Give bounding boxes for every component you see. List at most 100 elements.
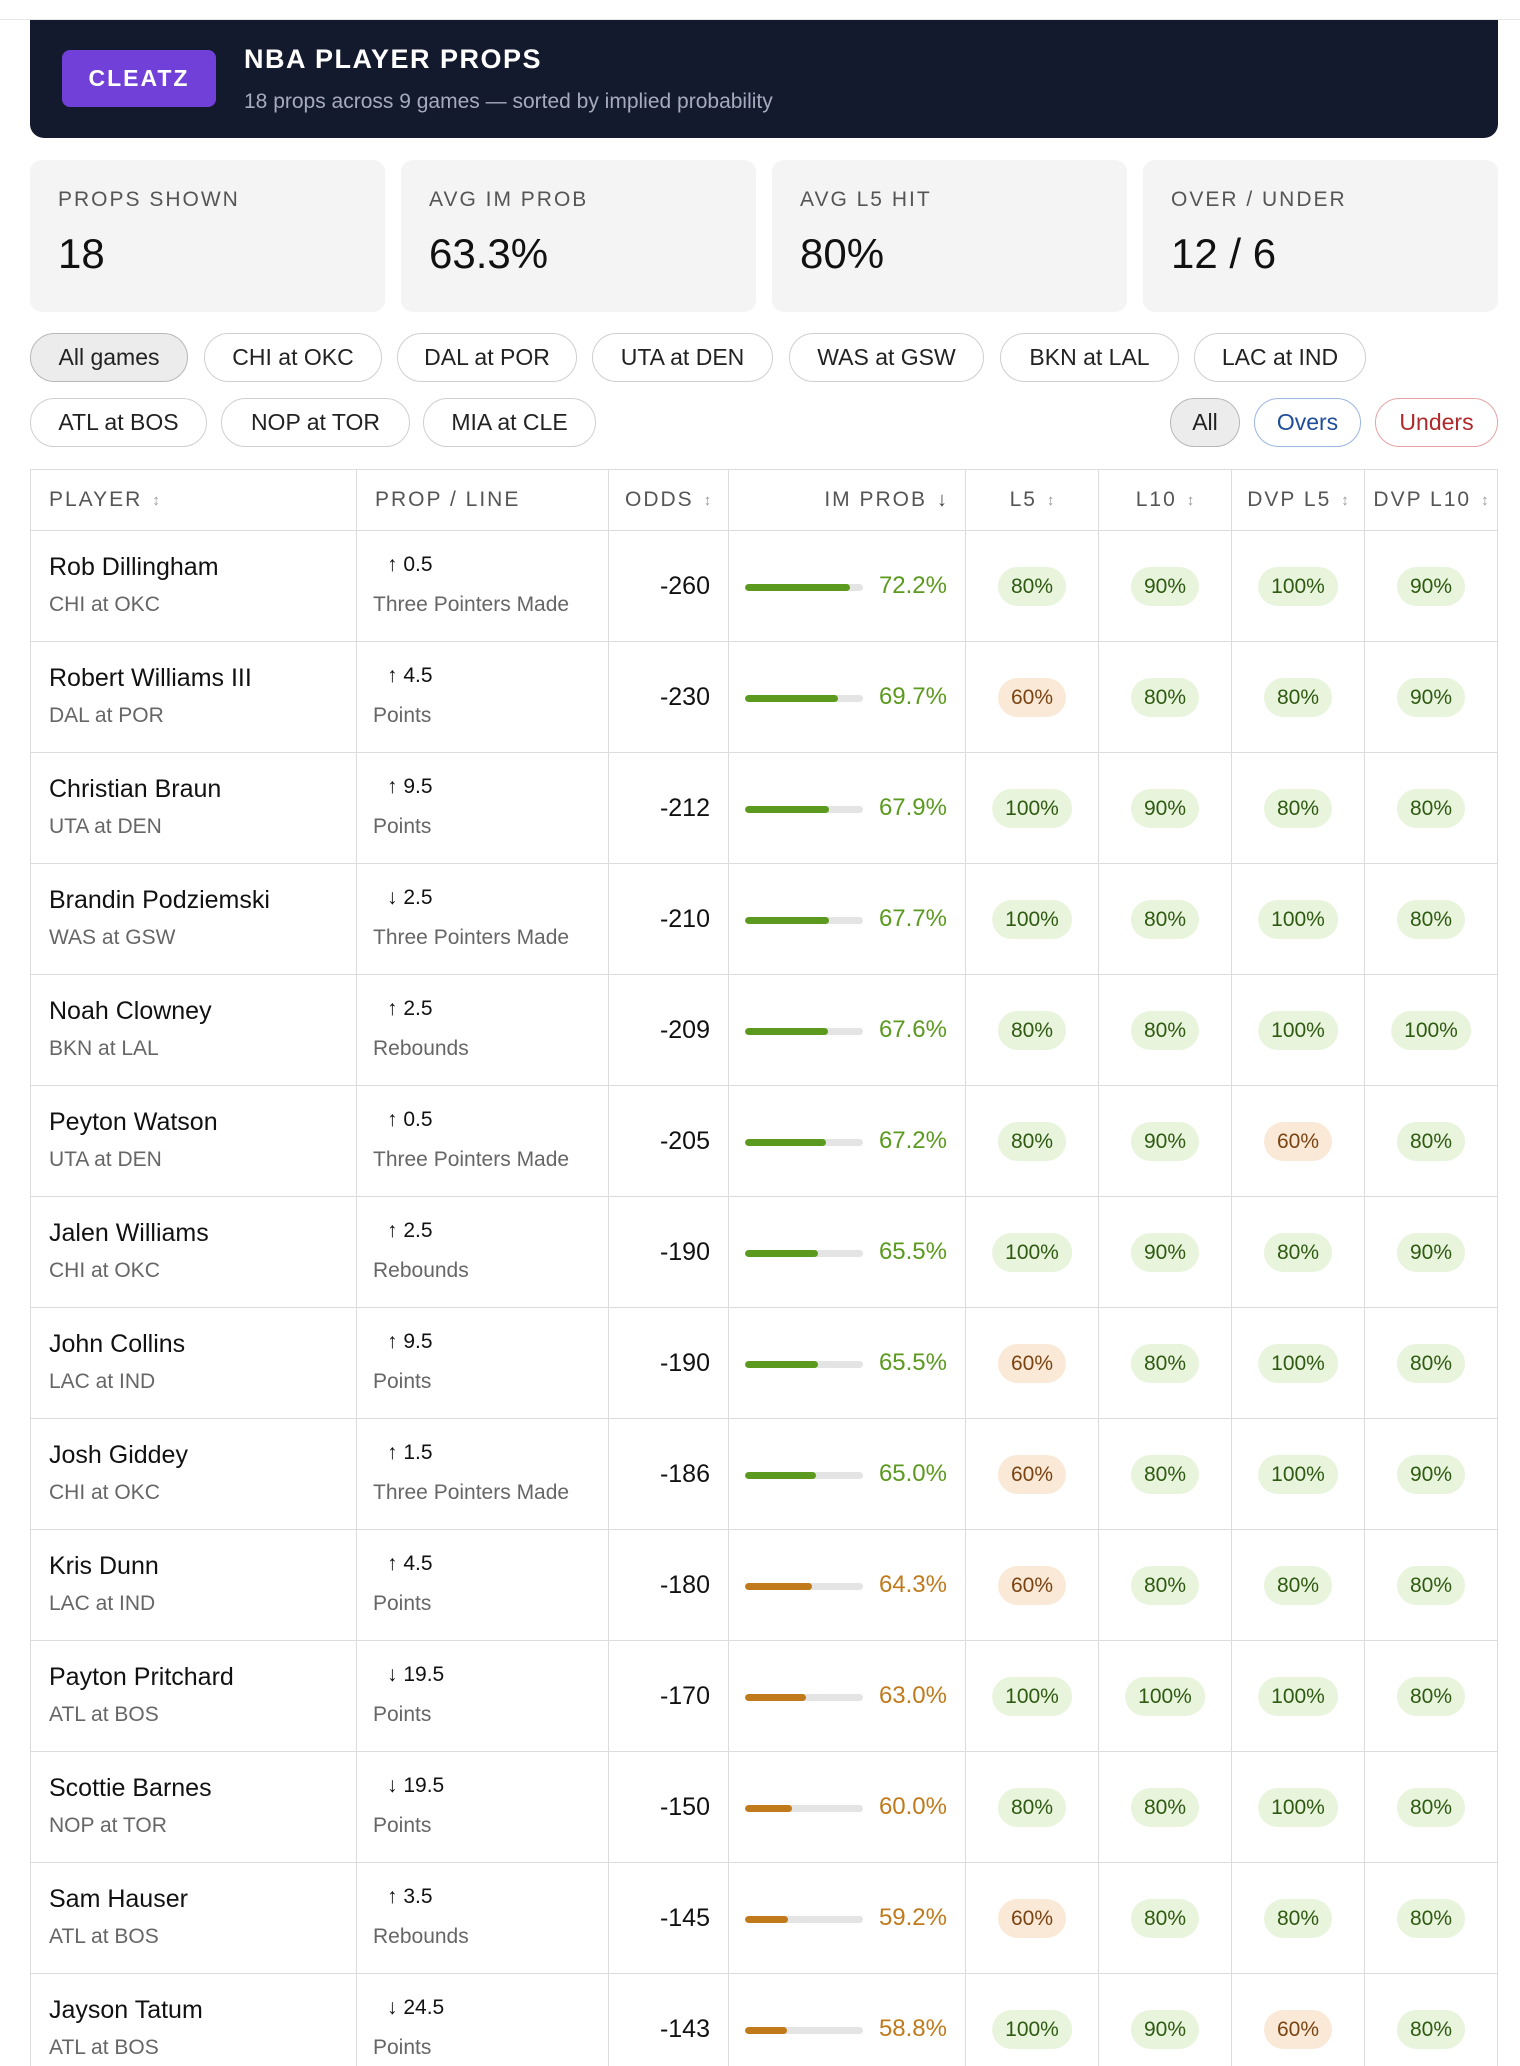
dvp5-badge: 100%	[1258, 1677, 1338, 1716]
im-prob-cell: 69.7%	[728, 642, 965, 752]
prop-cell: ↑ 0.5 Three Pointers Made	[356, 531, 608, 641]
probability-text: 67.7%	[878, 905, 947, 932]
odds-value: -150	[659, 1792, 710, 1821]
filter-mia-cle[interactable]: MIA at CLE	[423, 398, 596, 447]
table-row[interactable]: Jalen Williams CHI at OKC ↑ 2.5 Rebounds -19…	[30, 1197, 1498, 1308]
arrow-up-icon: ↑	[387, 1441, 398, 1464]
table-row[interactable]: Noah Clowney BKN at LAL ↑ 2.5 Rebounds -209 6…	[30, 975, 1498, 1086]
odds-cell: -205	[608, 1086, 728, 1196]
l5-badge: 60%	[997, 1566, 1067, 1605]
odds-value: -170	[659, 1681, 710, 1710]
prop-cell: ↓ 19.5 Points	[356, 1641, 608, 1751]
table-row[interactable]: Kris Dunn LAC at IND ↑ 4.5 Points -180 64.3% 6…	[30, 1530, 1498, 1641]
table-row[interactable]: Jayson Tatum ATL at BOS ↓ 24.5 Points -143 58…	[30, 1974, 1498, 2066]
table-row[interactable]: Robert Williams III DAL at POR ↑ 4.5 Points…	[30, 642, 1498, 753]
table-row[interactable]: Payton Pritchard ATL at BOS ↓ 19.5 Points -1…	[30, 1641, 1498, 1752]
l10-badge: 80%	[1130, 1455, 1200, 1494]
dvp10-badge: 90%	[1396, 1233, 1466, 1272]
table-row[interactable]: Brandin Podziemski WAS at GSW ↓ 2.5 Three P…	[30, 864, 1498, 975]
l10-badge: 90%	[1130, 567, 1200, 606]
col-header-label: L10	[1135, 488, 1177, 511]
col-header-label: PROP / LINE	[375, 488, 521, 511]
l5-cell: 100%	[965, 864, 1098, 974]
col-header-dvp-l10[interactable]: DVP L10 ↕	[1364, 470, 1498, 530]
table-row[interactable]: Rob Dillingham CHI at OKC ↑ 0.5 Three Point…	[30, 531, 1498, 642]
player-name[interactable]: Jalen Williams	[49, 1219, 209, 1247]
filter-lac-ind[interactable]: LAC at IND	[1194, 333, 1366, 382]
cleatz-logo[interactable]: CLEATZ	[62, 50, 216, 107]
l5-cell: 60%	[965, 1863, 1098, 1973]
dvp5-badge: 100%	[1258, 567, 1338, 606]
l10-cell: 80%	[1098, 1419, 1231, 1529]
player-cell: John Collins LAC at IND	[30, 1308, 356, 1418]
prop-line: ↑ 2.5	[387, 1219, 433, 1243]
probability-bar-fill	[745, 806, 830, 813]
stat-label: AVG IM PROB	[429, 188, 589, 211]
dvp5-cell: 100%	[1231, 1308, 1364, 1418]
prop-line: ↓ 24.5	[387, 1996, 444, 2020]
prop-line: ↑ 9.5	[387, 775, 433, 799]
line-value: 2.5	[403, 886, 433, 909]
table-row[interactable]: Christian Braun UTA at DEN ↑ 9.5 Points -212…	[30, 753, 1498, 864]
player-name[interactable]: Josh Giddey	[49, 1441, 188, 1469]
table-row[interactable]: Scottie Barnes NOP at TOR ↓ 19.5 Points -150…	[30, 1752, 1498, 1863]
col-header-odds[interactable]: ODDS ↕	[608, 470, 728, 530]
prop-cell: ↑ 0.5 Three Pointers Made	[356, 1086, 608, 1196]
player-name[interactable]: Peyton Watson	[49, 1108, 218, 1136]
table-row[interactable]: Sam Hauser ATL at BOS ↑ 3.5 Rebounds -145 59.…	[30, 1863, 1498, 1974]
player-name[interactable]: Kris Dunn	[49, 1552, 159, 1580]
filter-dal-por[interactable]: DAL at POR	[397, 333, 577, 382]
l10-cell: 80%	[1098, 1530, 1231, 1640]
l5-cell: 80%	[965, 1086, 1098, 1196]
col-header-l5[interactable]: L5 ↕	[965, 470, 1098, 530]
dvp5-badge: 80%	[1263, 1566, 1333, 1605]
table-row[interactable]: John Collins LAC at IND ↑ 9.5 Points -190 65.…	[30, 1308, 1498, 1419]
line-value: 2.5	[403, 1219, 433, 1242]
filter-nop-tor[interactable]: NOP at TOR	[221, 398, 410, 447]
im-prob-cell: 67.6%	[728, 975, 965, 1085]
odds-cell: -186	[608, 1419, 728, 1529]
probability-text: 65.0%	[878, 1460, 947, 1487]
filter-bkn-lal[interactable]: BKN at LAL	[1000, 333, 1179, 382]
probability-bar	[745, 1139, 863, 1146]
side-filter-all[interactable]: All	[1170, 398, 1240, 447]
filter-uta-den[interactable]: UTA at DEN	[592, 333, 773, 382]
player-name[interactable]: Robert Williams III	[49, 664, 252, 692]
col-header-dvp-l5[interactable]: DVP L5 ↕	[1231, 470, 1364, 530]
filter-all-games[interactable]: All games	[30, 333, 188, 382]
odds-value: -143	[659, 2014, 710, 2043]
prop-cell: ↓ 24.5 Points	[356, 1974, 608, 2066]
stat-card-avg-l5-hit: AVG L5 HIT 80%	[772, 160, 1127, 312]
sort-icon: ↕	[1481, 491, 1489, 509]
player-name[interactable]: Rob Dillingham	[49, 553, 219, 581]
l10-cell: 90%	[1098, 531, 1231, 641]
player-name[interactable]: Christian Braun	[49, 775, 222, 803]
l5-cell: 100%	[965, 1197, 1098, 1307]
table-row[interactable]: Josh Giddey CHI at OKC ↑ 1.5 Three Pointers…	[30, 1419, 1498, 1530]
col-header-im-prob[interactable]: IM PROB ↓	[728, 470, 965, 530]
player-name[interactable]: Noah Clowney	[49, 997, 212, 1025]
filter-chi-okc[interactable]: CHI at OKC	[204, 333, 382, 382]
stat-label: PROPS SHOWN	[58, 188, 240, 211]
col-header-l10[interactable]: L10 ↕	[1098, 470, 1231, 530]
table-row[interactable]: Peyton Watson UTA at DEN ↑ 0.5 Three Pointe…	[30, 1086, 1498, 1197]
probability-bar	[745, 1916, 863, 1923]
l10-badge: 80%	[1130, 1344, 1200, 1383]
arrow-up-icon: ↑	[387, 1552, 398, 1575]
l10-cell: 100%	[1098, 1641, 1231, 1751]
player-name[interactable]: John Collins	[49, 1330, 186, 1358]
sort-icon: ↕	[703, 491, 712, 509]
filter-atl-bos[interactable]: ATL at BOS	[30, 398, 207, 447]
filter-was-gsw[interactable]: WAS at GSW	[789, 333, 984, 382]
col-header-player[interactable]: PLAYER ↕	[30, 470, 356, 530]
player-name[interactable]: Jayson Tatum	[49, 1996, 203, 2024]
side-filter-unders[interactable]: Unders	[1375, 398, 1498, 447]
l5-badge: 60%	[997, 1899, 1067, 1938]
arrow-up-icon: ↑	[387, 1108, 398, 1131]
player-name[interactable]: Scottie Barnes	[49, 1774, 212, 1802]
player-name[interactable]: Sam Hauser	[49, 1885, 188, 1913]
player-name[interactable]: Payton Pritchard	[49, 1663, 234, 1691]
player-name[interactable]: Brandin Podziemski	[49, 886, 270, 914]
im-prob-cell: 60.0%	[728, 1752, 965, 1862]
side-filter-overs[interactable]: Overs	[1254, 398, 1361, 447]
